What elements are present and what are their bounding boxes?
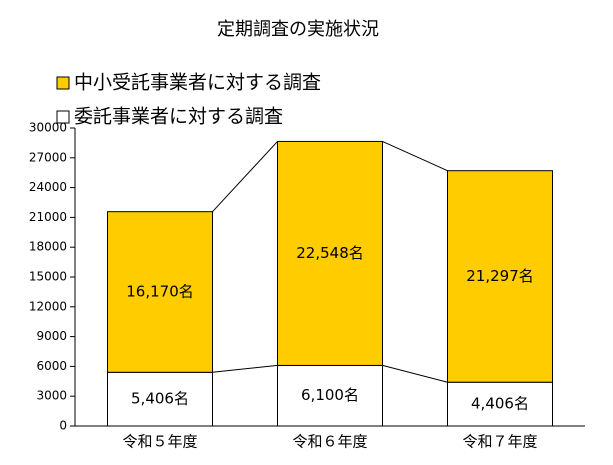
x-tick-label: 令和６年度 — [292, 433, 367, 451]
chart-title: 定期調査の実施状況 — [217, 19, 379, 40]
value-label: 5,406名 — [131, 390, 189, 408]
y-tick-label: 12000 — [29, 299, 67, 313]
y-tick-label: 9000 — [36, 329, 67, 343]
x-tick-label: 令和７年度 — [462, 433, 537, 451]
legend-swatch — [56, 110, 70, 124]
y-tick-label: 0 — [59, 419, 67, 433]
value-label: 6,100名 — [301, 386, 359, 404]
y-tick-label: 3000 — [36, 389, 67, 403]
legend-label: 中小受託事業者に対する調査 — [74, 72, 321, 94]
bar-segment — [277, 364, 383, 427]
bar-segment — [107, 211, 213, 373]
bar-segment — [277, 140, 383, 366]
y-tick-label: 30000 — [29, 121, 67, 135]
series-line — [382, 364, 448, 383]
series-line — [212, 141, 278, 213]
y-tick-label: 21000 — [29, 210, 67, 224]
series-line — [382, 140, 448, 172]
value-label: 16,170名 — [126, 282, 194, 300]
value-label: 22,548名 — [296, 244, 364, 262]
value-label: 21,297名 — [466, 267, 534, 285]
y-tick-label: 27000 — [29, 150, 67, 164]
x-tick-label: 令和５年度 — [122, 433, 197, 451]
bar-segment — [447, 170, 553, 383]
legend-swatch — [56, 76, 70, 90]
legend-label: 委託事業者に対する調査 — [74, 106, 283, 128]
series-line — [212, 364, 278, 373]
y-tick-label: 24000 — [29, 180, 67, 194]
bar-segment — [107, 371, 213, 427]
y-tick-label: 18000 — [29, 240, 67, 254]
y-tick-label: 15000 — [29, 270, 67, 284]
bar-segment — [447, 381, 553, 427]
value-label: 4,406名 — [471, 395, 529, 413]
y-tick-label: 6000 — [36, 359, 67, 373]
